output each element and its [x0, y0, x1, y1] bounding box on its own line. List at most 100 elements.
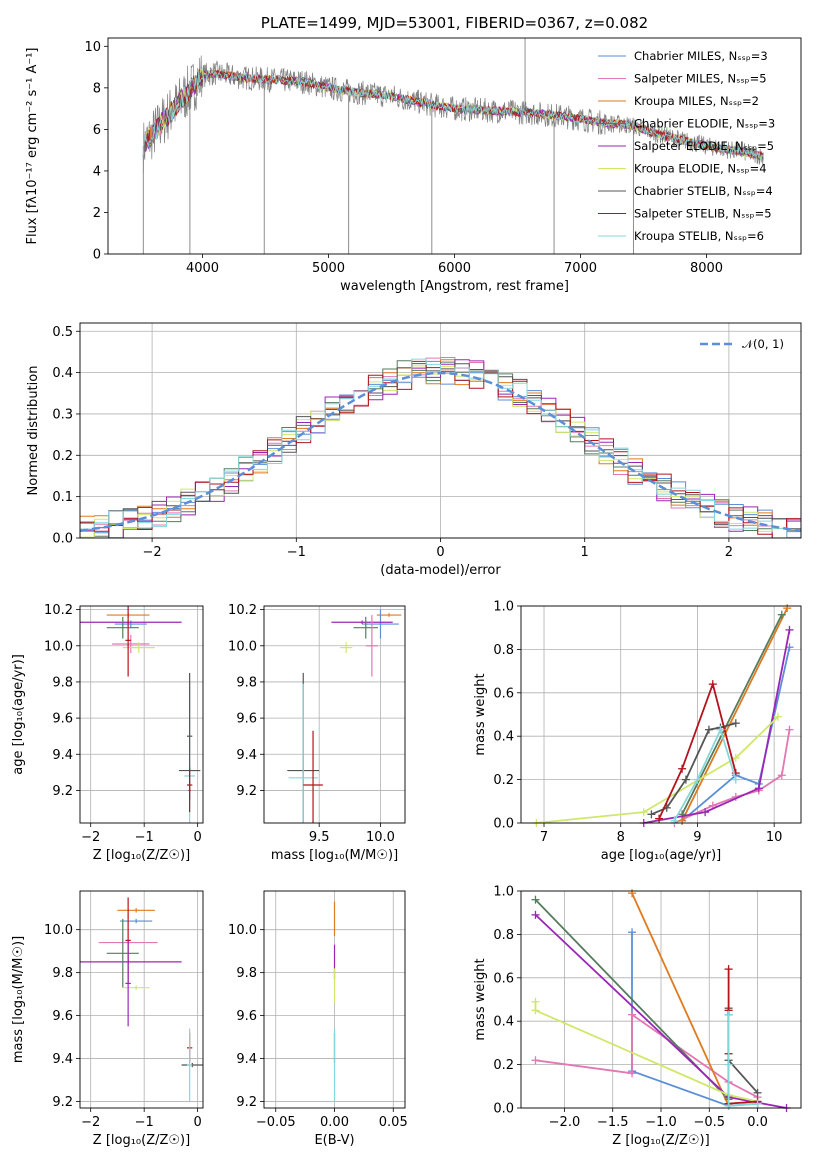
x-tick-label: 7: [540, 830, 548, 845]
axes-frame: [79, 890, 204, 1109]
y-tick-label: 9.8: [52, 966, 73, 981]
chart-title: PLATE=1499, MJD=53001, FIBERID=0367, z=0…: [261, 14, 648, 32]
mass-weight-line: [535, 1012, 759, 1098]
y-axis-label: mass [log₁₀(M/M☉)]: [11, 936, 26, 1063]
y-tick-label: 0.3: [52, 407, 73, 422]
histogram-step-line: [80, 358, 801, 538]
y-tick-label: 9.2: [52, 784, 73, 799]
x-tick-label: 0: [436, 545, 444, 560]
y-tick-label: 4: [93, 164, 101, 179]
x-tick-label: 10.0: [366, 830, 395, 845]
residual-histogram-panel: −2 −1 0 1 2 0.0 0.1 0.2 0.3 0.4 0.5 (data-model)/er…: [26, 322, 802, 578]
x-axis-label: mass [log₁₀(M/M☉)]: [271, 848, 398, 863]
legend-entry: Chabrier ELODIE, Nₛₛₚ=3: [634, 117, 775, 131]
y-axis-label: Normed distribution: [26, 366, 41, 496]
y-tick-label: 0.0: [493, 1102, 514, 1117]
y-tick-label: 0.2: [52, 449, 73, 464]
axes-frame: [520, 605, 802, 824]
legend-entry: Salpeter ELODIE, Nₛₛₚ=5: [634, 139, 774, 153]
axes-frame: [263, 605, 406, 824]
y-tick-label: 9.8: [52, 675, 73, 690]
mass-weight-line: [631, 892, 730, 1107]
y-tick-label: 9.4: [236, 1052, 257, 1067]
x-tick-label: 0.05: [379, 1115, 408, 1130]
y-tick-label: 0.6: [493, 971, 514, 986]
y-tick-label: 6: [93, 123, 101, 138]
x-axis-label: Z [log₁₀(Z/Z☉)]: [93, 848, 190, 863]
mass-weight-line: [681, 607, 789, 822]
x-axis-label: Z [log₁₀(Z/Z☉)]: [612, 1133, 709, 1148]
y-tick-label: 2: [93, 206, 101, 221]
y-tick-label: 0.5: [52, 325, 73, 340]
y-tick-label: 10.2: [228, 603, 257, 618]
x-tick-label: −1.5: [597, 1115, 629, 1130]
y-tick-label: 9.6: [236, 1009, 257, 1024]
y-axis-label: age [log₁₀(age/yr)]: [11, 654, 26, 775]
x-tick-label: −0.5: [693, 1115, 725, 1130]
x-axis-label: (data-model)/error: [380, 563, 501, 578]
axes-frame: [263, 890, 406, 1109]
x-tick-label: −2: [81, 830, 100, 845]
x-tick-label: 4000: [186, 261, 219, 276]
x-tick-label: −2: [81, 1115, 100, 1130]
y-tick-label: 9.6: [52, 712, 73, 727]
legend-entry: Salpeter STELIB, Nₛₛₚ=5: [634, 207, 772, 221]
mass-vs-reddening-panel: −0.05 0.00 0.05 9.2 9.4 9.6 9.8 10.0 E(B-V): [228, 890, 408, 1148]
y-tick-label: 0.2: [493, 1058, 514, 1073]
age-vs-metallicity-panel: −2 −1 0 9.2 9.4 9.6 9.8 10.0 10.2 Z [log₁₀(Z/Z☉)]…: [11, 603, 204, 863]
y-tick-label: 10: [84, 40, 101, 55]
y-tick-label: 0.6: [493, 686, 514, 701]
y-axis-label: Flux [fλ10⁻¹⁷ erg cm⁻² s⁻¹ A⁻¹]: [25, 48, 40, 245]
x-tick-label: 0.0: [747, 1115, 768, 1130]
y-tick-label: 0.0: [52, 532, 73, 547]
x-tick-label: −1: [287, 545, 306, 560]
legend-entry: Chabrier STELIB, Nₛₛₚ=4: [634, 184, 773, 198]
mass-weight-line: [658, 681, 737, 820]
x-tick-label: 8000: [690, 261, 723, 276]
y-tick-label: 9.4: [52, 748, 73, 763]
y-tick-label: 9.4: [52, 1052, 73, 1067]
x-tick-label: 5000: [312, 261, 345, 276]
legend-entry: Kroupa ELODIE, Nₛₛₚ=4: [634, 162, 767, 176]
x-tick-label: 0.00: [320, 1115, 349, 1130]
y-tick-label: 9.8: [236, 675, 257, 690]
x-axis-label: Z [log₁₀(Z/Z☉)]: [93, 1133, 190, 1148]
x-tick-label: −1: [135, 1115, 154, 1130]
x-tick-label: −1: [135, 830, 154, 845]
x-tick-label: 9: [693, 830, 701, 845]
y-tick-label: 9.6: [52, 1009, 73, 1024]
y-tick-label: 0: [93, 248, 101, 263]
axes-frame: [107, 37, 802, 255]
y-tick-label: 10.0: [228, 923, 257, 938]
legend-entry: Kroupa MILES, Nₛₛₚ=2: [634, 94, 759, 108]
legend-entry: Chabrier MILES, Nₛₛₚ=3: [634, 49, 768, 63]
mass-weight-line: [534, 1001, 758, 1103]
y-tick-label: 10.0: [44, 923, 73, 938]
y-tick-label: 0.8: [493, 928, 514, 943]
x-tick-label: 9.5: [309, 830, 330, 845]
y-tick-label: 0.4: [493, 1015, 514, 1030]
x-tick-label: −2: [143, 545, 162, 560]
y-tick-label: 9.8: [236, 966, 257, 981]
x-tick-label: −2.0: [549, 1115, 581, 1130]
y-tick-label: 0.4: [493, 730, 514, 745]
x-axis-label: age [log₁₀(age/yr)]: [601, 848, 722, 863]
y-tick-label: 1.0: [493, 885, 514, 900]
mass-weight-line: [727, 1014, 758, 1107]
y-tick-label: 9.6: [236, 712, 257, 727]
y-tick-label: 0.2: [493, 773, 514, 788]
x-tick-label: −1.0: [645, 1115, 677, 1130]
normal-reference-curve: [80, 371, 801, 533]
axes-frame: [79, 605, 204, 824]
axes-frame: [79, 322, 802, 539]
axes-frame: [520, 890, 802, 1109]
age-vs-mass-panel: 9.5 10.0 9.2 9.4 9.6 9.8 10.0 10.2 mass [log₁₀(M…: [228, 603, 406, 863]
legend-entry: Salpeter MILES, Nₛₛₚ=5: [634, 72, 767, 86]
y-tick-label: 10.2: [44, 603, 73, 618]
y-tick-label: 9.2: [236, 784, 257, 799]
y-tick-label: 9.2: [236, 1095, 257, 1110]
x-tick-label: 8: [617, 830, 625, 845]
x-tick-label: 0: [194, 1115, 202, 1130]
y-tick-label: 9.2: [52, 1095, 73, 1110]
